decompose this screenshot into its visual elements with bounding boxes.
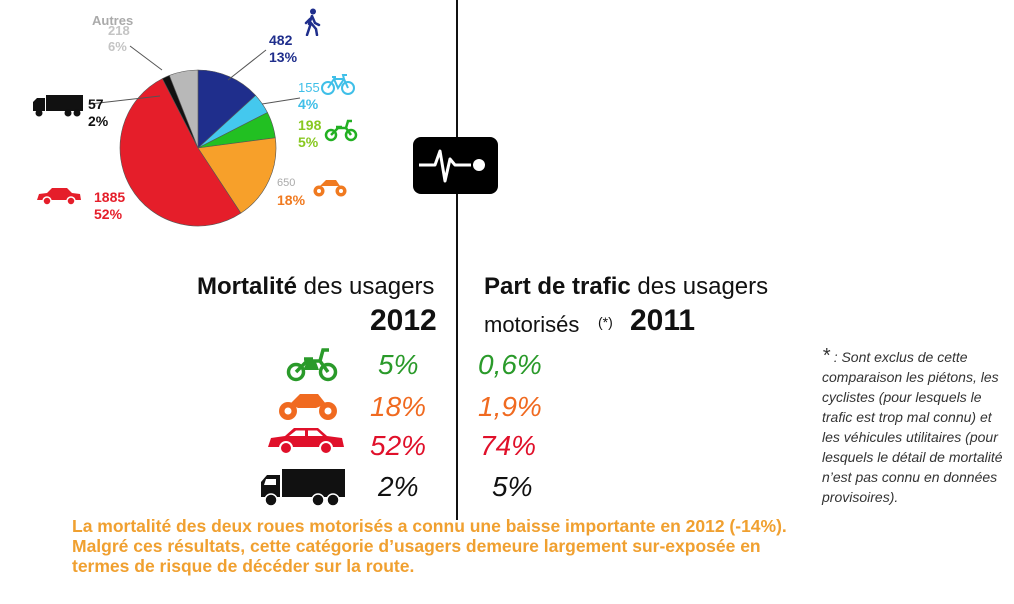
header-mortalite-rest: des usagers bbox=[297, 273, 435, 300]
header-trafic-bold: Part de trafic bbox=[484, 273, 631, 300]
row-moped-mortalite: 5% bbox=[378, 349, 419, 380]
header-trafic-star: (*) bbox=[598, 314, 613, 330]
header-mortalite-bold: Mortalité bbox=[197, 273, 298, 300]
header-mortalite: Mortalité des usagers bbox=[197, 273, 434, 301]
pie-slice-piétons bbox=[197, 69, 257, 149]
header-trafic-rest: des usagers bbox=[630, 273, 769, 300]
cyclo-pct: 5% bbox=[298, 134, 319, 150]
footnote-text: : Sont exclus de cette comparaison les p… bbox=[822, 349, 1003, 505]
pie-leader-line bbox=[129, 45, 163, 71]
autres-pct: 6% bbox=[108, 39, 127, 54]
header-trafic-line2: motorisés bbox=[484, 312, 580, 337]
pie-label-poids-lourds: 57 2% bbox=[88, 96, 108, 130]
bicycle-icon bbox=[321, 74, 355, 95]
row-truck-trafic: 5% bbox=[492, 471, 533, 502]
moto-pct: 18% bbox=[277, 192, 306, 208]
car-icon bbox=[268, 428, 344, 455]
truck-small-icon bbox=[33, 95, 83, 117]
header-year-2011: 2011 bbox=[630, 304, 696, 337]
pie-leader-line bbox=[261, 97, 301, 105]
header-year-2012: 2012 bbox=[370, 304, 437, 337]
cyclo-value: 198 bbox=[298, 117, 322, 133]
pie-label-motos: 650 18% bbox=[277, 175, 305, 209]
pie-label-cyclomoteurs: 198 5% bbox=[298, 117, 321, 151]
motorbike-icon bbox=[279, 394, 337, 420]
moped-icon bbox=[286, 348, 338, 382]
footnote: * : Sont exclus de cette comparaison les… bbox=[822, 346, 1007, 507]
voiture-pct: 52% bbox=[94, 206, 123, 222]
pie-label-voitures: 1885 52% bbox=[94, 189, 125, 223]
pedestrian-icon bbox=[304, 8, 321, 36]
moped-small-icon bbox=[324, 119, 358, 142]
pie-label-pietons: 482 13% bbox=[269, 32, 297, 66]
voiture-value: 1885 bbox=[94, 189, 126, 205]
autres-value: 218 bbox=[108, 23, 130, 38]
pl-pct: 2% bbox=[88, 113, 109, 129]
truck-icon bbox=[261, 469, 345, 507]
pietons-value: 482 bbox=[269, 32, 293, 48]
heartbeat-monitor-icon bbox=[413, 137, 498, 194]
pie-slice-Autres bbox=[168, 69, 199, 149]
row-truck-mortalite: 2% bbox=[378, 471, 419, 502]
pie-leader-line bbox=[89, 95, 161, 105]
cyclistes-value: 155 bbox=[298, 80, 320, 95]
row-car-mortalite: 52% bbox=[370, 430, 427, 461]
pie-label-cyclistes: 155 4% bbox=[298, 79, 320, 113]
footnote-asterisk: * bbox=[822, 345, 830, 367]
pie-slice-motos bbox=[197, 137, 277, 214]
pl-value: 57 bbox=[88, 96, 104, 112]
cyclistes-pct: 4% bbox=[298, 96, 319, 112]
autres-name: Autres bbox=[92, 13, 134, 28]
summary-text: La mortalité des deux roues motorisés a … bbox=[72, 516, 787, 576]
row-car-trafic: 74% bbox=[480, 430, 537, 461]
motorbike-small-icon bbox=[313, 180, 347, 197]
row-motorbike-mortalite: 18% bbox=[370, 391, 427, 422]
mortality-pie-chart bbox=[89, 45, 301, 227]
column-divider bbox=[456, 0, 458, 520]
pietons-pct: 13% bbox=[269, 49, 298, 65]
row-moped-trafic: 0,6% bbox=[478, 349, 542, 380]
car-small-icon bbox=[37, 188, 81, 206]
header-trafic: Part de trafic des usagers bbox=[484, 273, 768, 301]
pie-label-autres: Autres bbox=[92, 12, 133, 29]
row-motorbike-trafic: 1,9% bbox=[478, 391, 542, 422]
moto-value: 650 bbox=[277, 177, 296, 189]
pie-leader-line bbox=[227, 49, 267, 81]
pie-label-autres-values: 218 6% bbox=[108, 23, 130, 55]
